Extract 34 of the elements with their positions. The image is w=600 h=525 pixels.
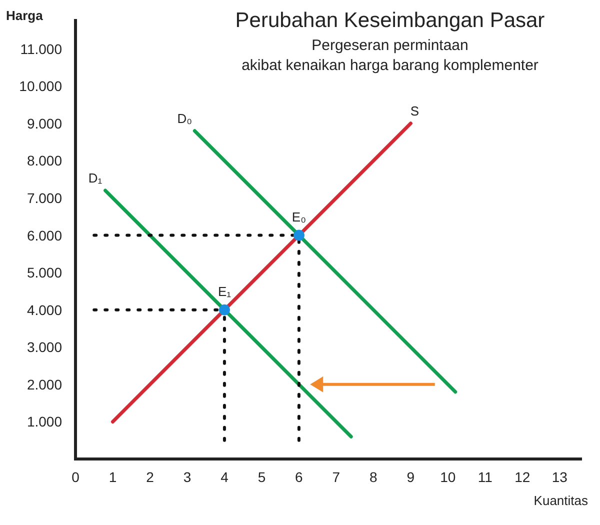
series-label: S: [410, 103, 420, 118]
x-tick-label: 6: [295, 469, 304, 485]
y-tick-label: 6.000: [26, 227, 62, 244]
x-axis-title: Kuantitas: [534, 493, 588, 508]
y-tick-label: 9.000: [26, 115, 62, 132]
y-axis-title: Harga: [6, 8, 44, 23]
x-tick-label: 1: [108, 469, 117, 485]
x-tick-label: 7: [332, 469, 340, 485]
y-tick-label: 2.000: [26, 376, 62, 392]
x-tick-label: 0: [72, 469, 80, 485]
chart-title: Perubahan Keseimbangan Pasar: [235, 9, 545, 32]
y-tick-label: 11.000: [20, 40, 62, 57]
y-tick-label: 3.000: [26, 339, 62, 356]
series-label: D₁: [88, 170, 103, 186]
series-label: E₁: [218, 284, 232, 299]
x-tick-label: 5: [258, 469, 266, 485]
text: Pergeseran permintaan akibat kenaikan harga barang komplementer: [242, 37, 538, 74]
y-tick-label: 7.000: [26, 190, 62, 206]
x-tick-label: 9: [406, 469, 415, 485]
y-tick-label: 8.000: [26, 152, 62, 169]
x-tick-label: 11: [478, 469, 493, 485]
y-tick-label: 10.000: [19, 78, 62, 94]
x-tick-label: 3: [183, 469, 192, 485]
series-label: D₀: [177, 110, 192, 126]
series-label: E₀: [292, 209, 306, 224]
y-tick-label: 4.000: [26, 302, 62, 318]
x-tick-label: 13: [552, 469, 568, 485]
x-tick-label: 10: [440, 469, 456, 485]
x-tick-label: 8: [370, 469, 378, 485]
y-tick-label: 1.000: [26, 414, 62, 430]
y-tick-label: 5.000: [26, 264, 62, 281]
x-tick-label: 2: [146, 469, 154, 485]
x-tick-label: 4: [220, 469, 229, 485]
x-tick-label: 12: [514, 469, 530, 485]
